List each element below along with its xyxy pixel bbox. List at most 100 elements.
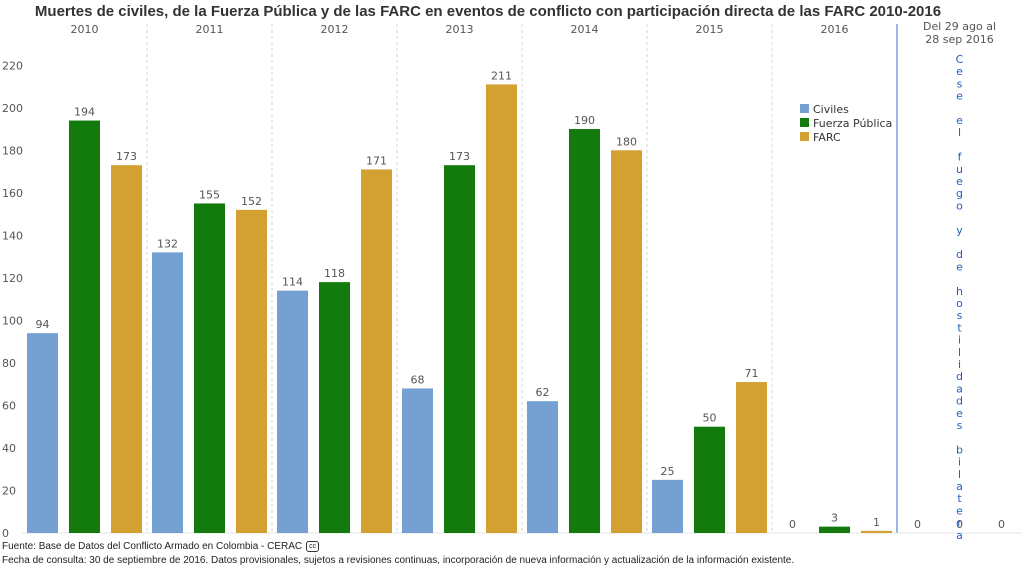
legend-swatch	[800, 118, 809, 127]
y-axis: 0 20 40 60 80 100 120 140 160 180 200 220	[2, 59, 23, 540]
data-label: 1	[873, 516, 880, 529]
category-label-line: 2012	[321, 23, 349, 36]
chart-title: Muertes de civiles, de la Fuerza Pública…	[35, 3, 941, 20]
data-label: 173	[116, 150, 137, 163]
note-line: Fecha de consulta: 30 de septiembre de 2…	[2, 555, 794, 566]
data-label: 152	[241, 195, 262, 208]
data-label: 132	[157, 237, 178, 250]
category-label: 2012	[321, 23, 349, 36]
data-label: 62	[536, 386, 550, 399]
data-label: 155	[199, 188, 220, 201]
legend-swatch	[800, 132, 809, 141]
y-tick-label: 20	[2, 484, 16, 497]
annotation-char: d	[956, 395, 963, 408]
annotation-char: s	[957, 309, 963, 322]
annotation-char: g	[956, 187, 963, 200]
bar	[652, 479, 683, 533]
data-label: 118	[324, 267, 345, 280]
annotation-char: a	[956, 382, 963, 395]
data-label: 180	[616, 135, 637, 148]
source-line: Fuente: Base de Datos del Conflicto Arma…	[2, 541, 320, 553]
y-tick-label: 0	[2, 527, 9, 540]
bar	[444, 165, 475, 533]
legend-label: FARC	[813, 131, 841, 144]
annotation-char: i	[958, 334, 961, 347]
category-label: 2014	[571, 23, 599, 36]
annotation-char: C	[956, 53, 964, 66]
annotation-char: d	[956, 248, 963, 261]
data-label: 3	[831, 512, 838, 525]
category-label: 2016	[821, 23, 849, 36]
bar	[527, 401, 558, 533]
data-label: 0	[998, 518, 1005, 531]
x-axis-categories: 2010 2011 2012 2013 2014 2015 2016 Del 29 ago a…	[71, 20, 997, 46]
data-label: 114	[282, 276, 303, 289]
annotation-char: t	[957, 321, 962, 334]
annotation-char: e	[956, 260, 963, 273]
data-label: 50	[703, 412, 717, 425]
y-tick-label: 180	[2, 144, 23, 157]
data-label: 25	[661, 465, 675, 478]
bar	[236, 209, 267, 533]
source-text: Fuente: Base de Datos del Conflicto Arma…	[2, 541, 303, 553]
bar	[569, 129, 600, 534]
y-tick-label: 60	[2, 399, 16, 412]
category-label-line: 2011	[196, 23, 224, 36]
bar	[361, 169, 392, 533]
note-text: Fecha de consulta: 30 de septiembre de 2…	[2, 555, 795, 566]
annotation-char: f	[958, 151, 963, 164]
data-label: 0	[914, 518, 921, 531]
bar	[694, 426, 725, 533]
y-tick-label: 200	[2, 102, 23, 115]
category-label-line: 2014	[571, 23, 599, 36]
annotation-char: b	[956, 443, 963, 456]
data-label: 0	[789, 518, 796, 531]
gridlines	[22, 24, 1022, 534]
annotation-char: e	[956, 504, 963, 517]
annotation-char: e	[956, 175, 963, 188]
annotation-char: s	[957, 419, 963, 432]
bars	[27, 84, 892, 534]
license-badge: cc	[306, 541, 320, 552]
y-tick-label: 120	[2, 272, 23, 285]
legend-swatch	[800, 104, 809, 113]
bar	[194, 203, 225, 533]
annotation-char: l	[958, 346, 961, 359]
y-tick-label: 220	[2, 59, 23, 72]
annotation-char: d	[956, 370, 963, 383]
annotation-char: y	[956, 224, 963, 237]
category-label-line: Del 29 ago al	[923, 20, 996, 33]
y-tick-label: 100	[2, 314, 23, 327]
annotation-char: o	[956, 199, 963, 212]
bar	[736, 382, 767, 533]
category-label: 2015	[696, 23, 724, 36]
annotation-char: e	[956, 65, 963, 78]
category-label-line: 2016	[821, 23, 849, 36]
annotation-char: o	[956, 297, 963, 310]
annotation-char: i	[958, 358, 961, 371]
data-label: 190	[574, 114, 595, 127]
data-label: 71	[745, 367, 759, 380]
bar	[861, 530, 892, 533]
bar-chart: Muertes de civiles, de la Fuerza Pública…	[2, 3, 1022, 554]
bar	[402, 388, 433, 533]
category-label: 2011	[196, 23, 224, 36]
bar	[69, 120, 100, 534]
y-tick-label: 40	[2, 442, 16, 455]
data-labels: 94 132 114 68 62 25 0 0 194 155 118 173 190 50 3 0 173 15…	[36, 69, 1006, 531]
legend-label: Fuerza Pública	[813, 117, 892, 130]
annotation: Ceseelfuegoydehostilidadesbilateral	[956, 53, 964, 554]
data-label: 171	[366, 154, 387, 167]
category-label: 2013	[446, 23, 474, 36]
legend-label: Civiles	[813, 103, 849, 116]
bar	[611, 150, 642, 533]
annotation-char: u	[956, 163, 963, 176]
y-tick-label: 140	[2, 229, 23, 242]
bar	[27, 333, 58, 533]
data-label: 173	[449, 150, 470, 163]
annotation-char: l	[958, 468, 961, 481]
annotation-char: t	[957, 492, 962, 505]
bar	[152, 252, 183, 534]
